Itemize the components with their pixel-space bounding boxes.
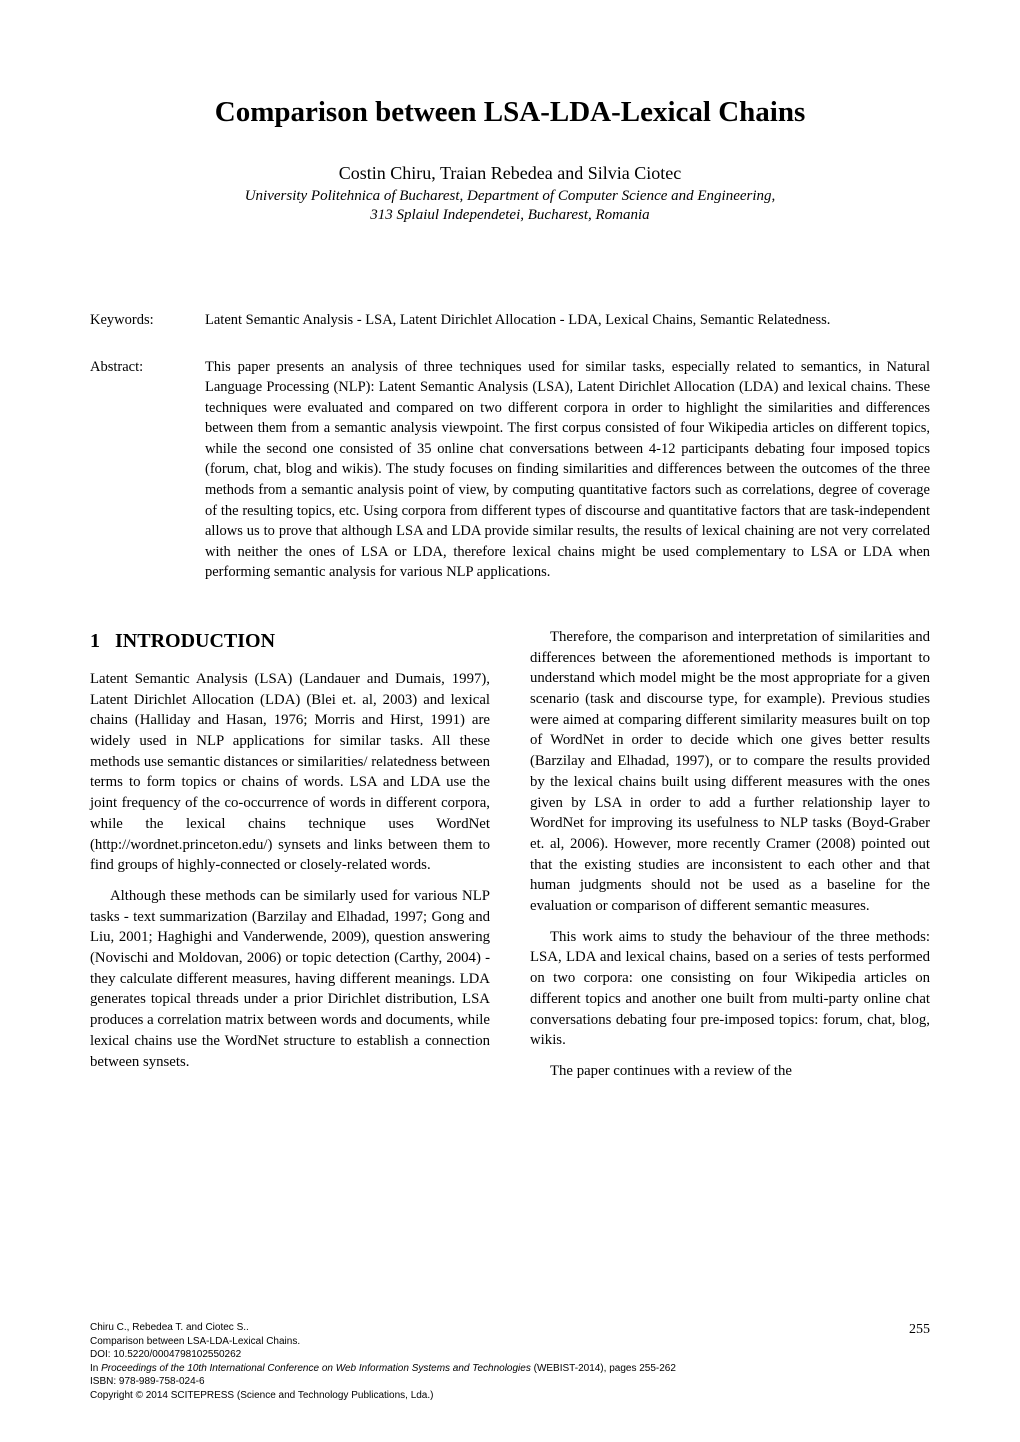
footer: 255 Chiru C., Rebedea T. and Ciotec S.. … (90, 1321, 930, 1402)
paper-title: Comparison between LSA-LDA-Lexical Chain… (90, 96, 930, 129)
page-number: 255 (909, 1321, 930, 1340)
page: SCIENCE AND TECHNOLOGY PUBLICATIONS Comp… (0, 0, 1020, 1442)
footer-line-5: ISBN: 978-989-758-024-6 (90, 1375, 930, 1389)
watermark-text-science: SCIENCE (0, 473, 77, 558)
body-columns: 1 INTRODUCTION Latent Semantic Analysis … (90, 627, 930, 1092)
right-paragraph-2: This work aims to study the behaviour of… (530, 927, 930, 1051)
abstract-label: Abstract: (90, 357, 185, 583)
authors: Costin Chiru, Traian Rebedea and Silvia … (90, 163, 930, 184)
footer-line-4-pre: In (90, 1363, 101, 1374)
left-column: 1 INTRODUCTION Latent Semantic Analysis … (90, 627, 490, 1092)
section-heading: 1 INTRODUCTION (90, 627, 490, 655)
right-column: Therefore, the comparison and interpreta… (530, 627, 930, 1092)
right-paragraph-3: The paper continues with a review of the (530, 1061, 930, 1082)
affiliation-line-2: 313 Splaiul Independetei, Bucharest, Rom… (90, 207, 930, 224)
section-number: 1 (90, 630, 100, 652)
keywords-label: Keywords: (90, 310, 185, 331)
footer-line-4: In Proceedings of the 10th International… (90, 1362, 930, 1376)
affiliation-line-1: University Politehnica of Bucharest, Dep… (90, 188, 930, 205)
left-paragraph-2: Although these methods can be similarly … (90, 886, 490, 1072)
abstract-text: This paper presents an analysis of three… (205, 357, 930, 583)
section-title: INTRODUCTION (115, 630, 275, 652)
right-paragraph-1: Therefore, the comparison and interpreta… (530, 627, 930, 917)
footer-line-4-italic: Proceedings of the 10th International Co… (101, 1363, 531, 1374)
left-paragraph-1: Latent Semantic Analysis (LSA) (Landauer… (90, 669, 490, 876)
footer-line-6: Copyright © 2014 SCITEPRESS (Science and… (90, 1389, 930, 1403)
keywords-text: Latent Semantic Analysis - LSA, Latent D… (205, 310, 930, 331)
abstract-block: Abstract: This paper presents an analysi… (90, 357, 930, 583)
keywords-block: Keywords: Latent Semantic Analysis - LSA… (90, 310, 930, 331)
footer-line-3: DOI: 10.5220/0004798102550262 (90, 1348, 930, 1362)
footer-line-2: Comparison between LSA-LDA-Lexical Chain… (90, 1335, 930, 1349)
footer-line-1: Chiru C., Rebedea T. and Ciotec S.. (90, 1321, 930, 1335)
footer-line-4-post: (WEBIST-2014), pages 255-262 (531, 1363, 676, 1374)
